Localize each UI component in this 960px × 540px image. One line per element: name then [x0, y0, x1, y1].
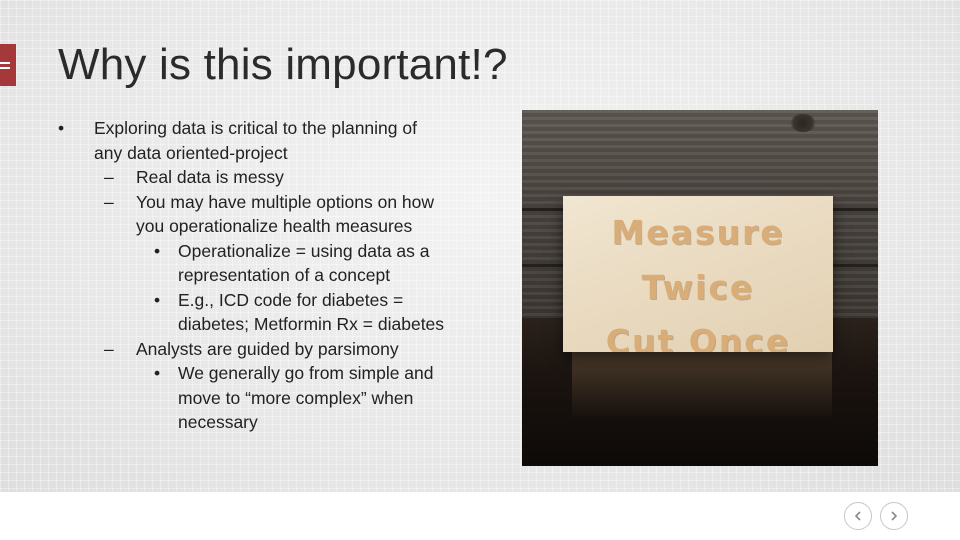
sign-word: Cut Once	[605, 322, 791, 353]
bullet-item: – Real data is messy	[58, 165, 498, 190]
bullet-marker: •	[154, 363, 161, 383]
next-slide-button[interactable]	[880, 502, 908, 530]
hamburger-icon	[0, 62, 10, 64]
bullet-text: Operationalize = using data as a	[178, 240, 430, 261]
bullet-text: E.g., ICD code for diabetes =	[178, 289, 404, 310]
bullet-item: move to “more complex” when	[58, 386, 498, 411]
sign-word: Measure	[611, 213, 785, 252]
bullet-item: diabetes; Metformin Rx = diabetes	[58, 312, 498, 337]
bullet-item: • We generally go from simple and	[58, 361, 498, 386]
bullet-text: You may have multiple options on how	[136, 191, 435, 212]
bullet-marker: •	[58, 118, 65, 138]
bullet-item: – You may have multiple options on how	[58, 190, 498, 215]
chevron-right-icon	[891, 511, 898, 521]
bullet-text: diabetes; Metformin Rx = diabetes	[178, 314, 445, 334]
menu-tab[interactable]	[0, 44, 16, 86]
bullet-marker: –	[104, 338, 114, 359]
bullet-text: Real data is messy	[136, 167, 284, 187]
bullet-item: • Operationalize = using data as a	[58, 239, 498, 264]
chevron-left-icon	[854, 511, 861, 521]
sign-reflection	[572, 350, 832, 420]
bullet-marker: –	[104, 191, 114, 212]
bullet-text: Exploring data is critical to the planni…	[94, 118, 417, 138]
bullet-list: • Exploring data is critical to the plann…	[58, 116, 498, 435]
hamburger-icon-line	[0, 67, 10, 69]
wood-knot	[790, 114, 816, 132]
bullet-marker: •	[154, 289, 161, 310]
bullet-text: move to “more complex” when	[178, 387, 414, 408]
bullet-item: • E.g., ICD code for diabetes =	[58, 288, 498, 313]
measure-twice-photo: Measure Twice Cut Once	[522, 110, 878, 466]
wooden-sign: Measure Twice Cut Once	[563, 196, 833, 352]
bullet-text: necessary	[178, 412, 258, 432]
bullet-marker: –	[104, 167, 114, 187]
slide-canvas: Why is this important!? • Exploring data …	[0, 0, 960, 492]
bullet-item: you operationalize health measures	[58, 214, 498, 239]
bullet-marker: •	[154, 240, 161, 261]
slide-title: Why is this important!?	[58, 40, 508, 89]
bullet-item: – Analysts are guided by parsimony	[58, 337, 498, 362]
previous-slide-button[interactable]	[844, 502, 872, 530]
bullet-item: • Exploring data is critical to the plann…	[58, 116, 498, 141]
bullet-text: any data oriented-project	[94, 142, 288, 163]
bullet-text: Analysts are guided by parsimony	[136, 338, 399, 359]
bullet-text: you operationalize health measures	[136, 216, 413, 236]
bullet-text: representation of a concept	[178, 265, 391, 285]
bullet-item: any data oriented-project	[58, 141, 498, 166]
bullet-item: representation of a concept	[58, 263, 498, 288]
bullet-text: We generally go from simple and	[178, 363, 434, 383]
bullet-item: necessary	[58, 410, 498, 435]
sign-word: Twice	[641, 268, 755, 307]
